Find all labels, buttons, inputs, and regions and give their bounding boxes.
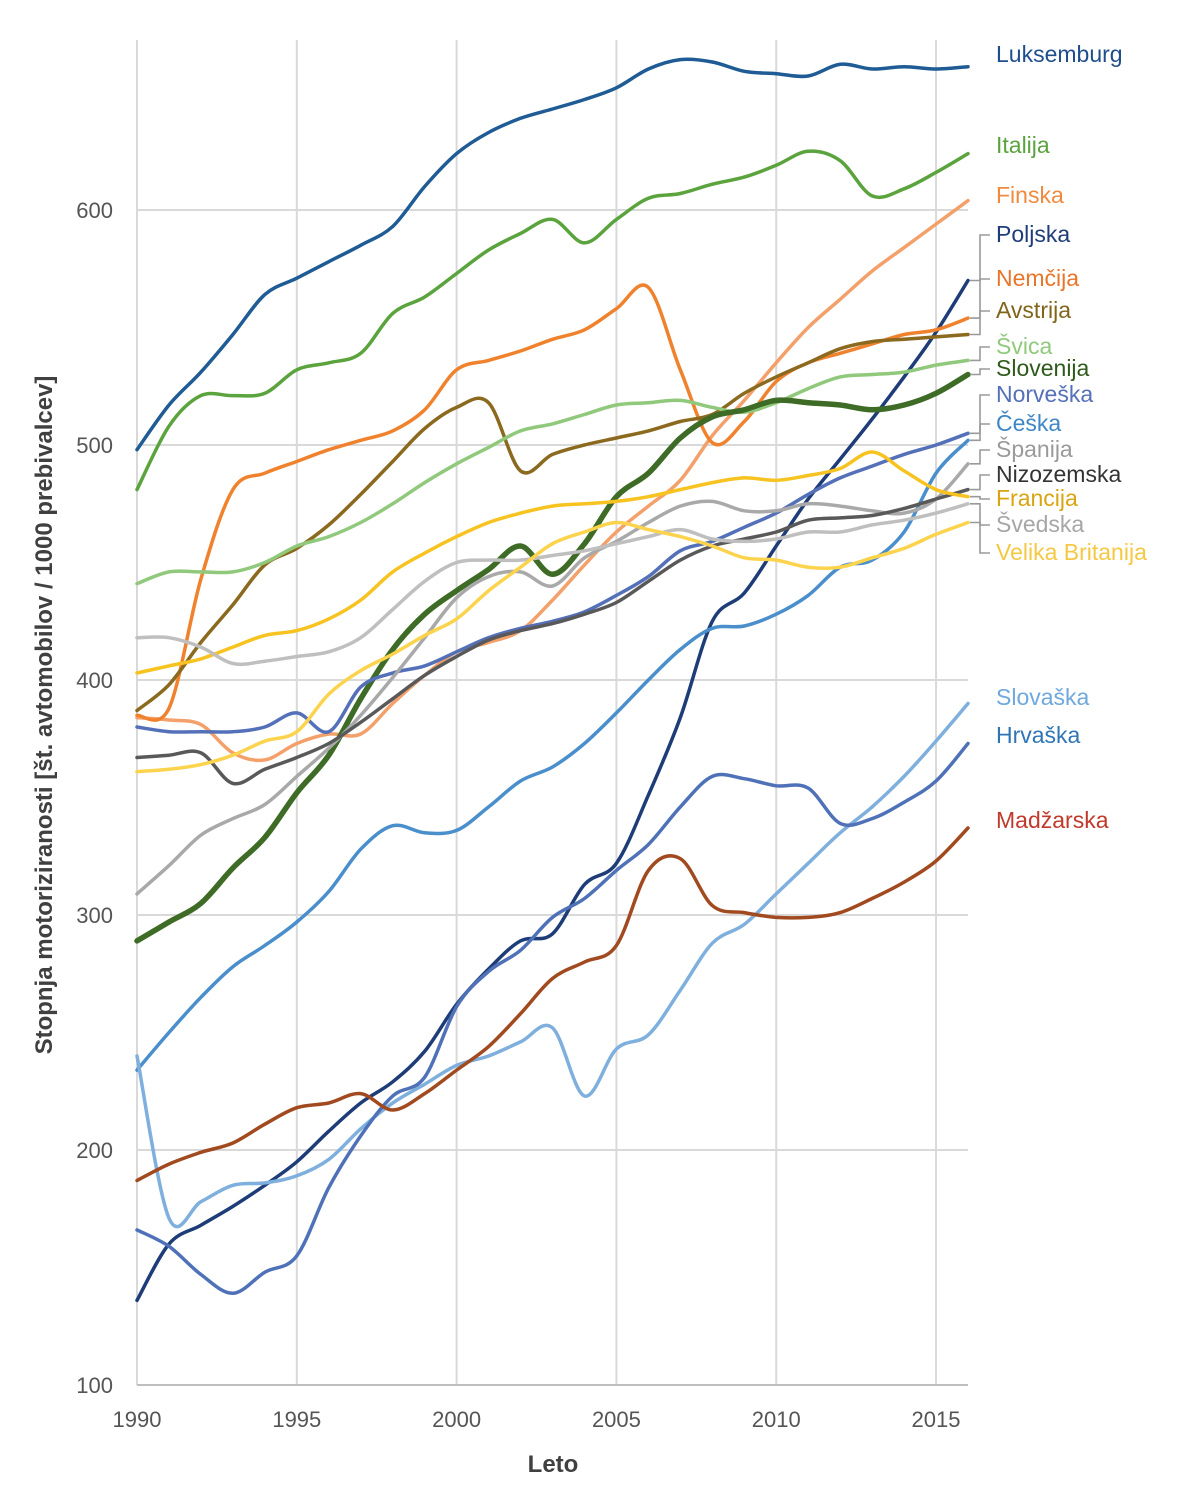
series-label-poljska: Poljska [996, 221, 1070, 247]
label-leader [970, 474, 990, 491]
series-label--panija: Španija [996, 435, 1073, 462]
label-leader [970, 423, 990, 442]
series-label-velika-britanija: Velika Britanija [996, 539, 1147, 565]
series-line-avstrija [135, 332, 970, 713]
x-tick-label: 1995 [272, 1407, 321, 1432]
x-axis-title: Leto [528, 1451, 579, 1478]
series-label-italija: Italija [996, 132, 1050, 158]
label-leader [970, 503, 990, 526]
label-leader [970, 346, 990, 362]
series-label-francija: Francija [996, 485, 1078, 511]
series-label-mad-arska: Madžarska [996, 807, 1109, 833]
series-line-slovenija [134, 371, 971, 944]
x-tick-label: 2000 [432, 1407, 481, 1432]
series-line-poljska [135, 278, 970, 1303]
series-label-norve-ka: Norveška [996, 381, 1093, 407]
x-tick-label: 2015 [912, 1407, 961, 1432]
series-line-velika-britanija [135, 520, 970, 774]
series-label-hrva-ka: Hrvaška [996, 722, 1081, 748]
series-labels: Luksemburg Italija Finska Poljska Nemčija Avs… [996, 41, 1147, 833]
y-tick-label: 200 [76, 1138, 113, 1163]
label-leader [970, 495, 990, 500]
y-tick-label: 600 [76, 198, 113, 223]
series-label-nizozemska: Nizozemska [996, 461, 1121, 487]
series-line--e-ka [135, 438, 970, 1072]
series-line-italija [135, 149, 970, 492]
series-line-hrva-ka [135, 741, 970, 1296]
label-leader [970, 449, 990, 465]
label-leader [970, 394, 990, 435]
series-label-nem-ija: Nemčija [996, 265, 1079, 291]
series-lines [134, 57, 971, 1303]
axes: 100 200 300 400 500 600 1990 1995 2000 2005 2010 20… [76, 198, 968, 1432]
label-leaders [970, 234, 990, 554]
series-label-slovenija: Slovenija [996, 355, 1090, 381]
series-line-slova-ka [135, 701, 970, 1229]
series-label--vedska: Švedska [996, 510, 1084, 537]
series-label-slova-ka: Slovaška [996, 684, 1090, 710]
label-leader [970, 310, 990, 336]
series-line--panija [135, 462, 970, 896]
series-line-luksemburg [135, 57, 970, 452]
label-leader [970, 278, 990, 319]
series-line--vedska [135, 502, 970, 667]
x-tick-label: 2010 [752, 1407, 801, 1432]
label-leader [970, 234, 990, 282]
series-label-avstrija: Avstrija [996, 297, 1071, 323]
series-label--e-ka: Češka [996, 409, 1061, 436]
series-line-finska [135, 198, 970, 763]
x-tick-label: 2005 [592, 1407, 641, 1432]
series-label-luksemburg: Luksemburg [996, 41, 1123, 67]
series-line-nizozemska [135, 487, 970, 786]
label-leader [970, 521, 990, 554]
y-tick-label: 400 [76, 668, 113, 693]
y-tick-label: 300 [76, 903, 113, 928]
label-leader [970, 368, 990, 376]
series-label-finska: Finska [996, 182, 1064, 208]
series-label--vica: Švica [996, 332, 1052, 359]
series-line-norve-ka [135, 431, 970, 734]
series-line-nem-ija [135, 283, 970, 722]
y-tick-label: 100 [76, 1373, 113, 1398]
y-tick-label: 500 [76, 433, 113, 458]
series-line-mad-arska [135, 826, 970, 1183]
y-axis-title: Stopnja motoriziranosti [št. avtomobilov… [31, 376, 58, 1055]
x-tick-label: 1990 [113, 1407, 162, 1432]
series-line--vica [135, 358, 970, 586]
series-line-francija [135, 450, 970, 675]
